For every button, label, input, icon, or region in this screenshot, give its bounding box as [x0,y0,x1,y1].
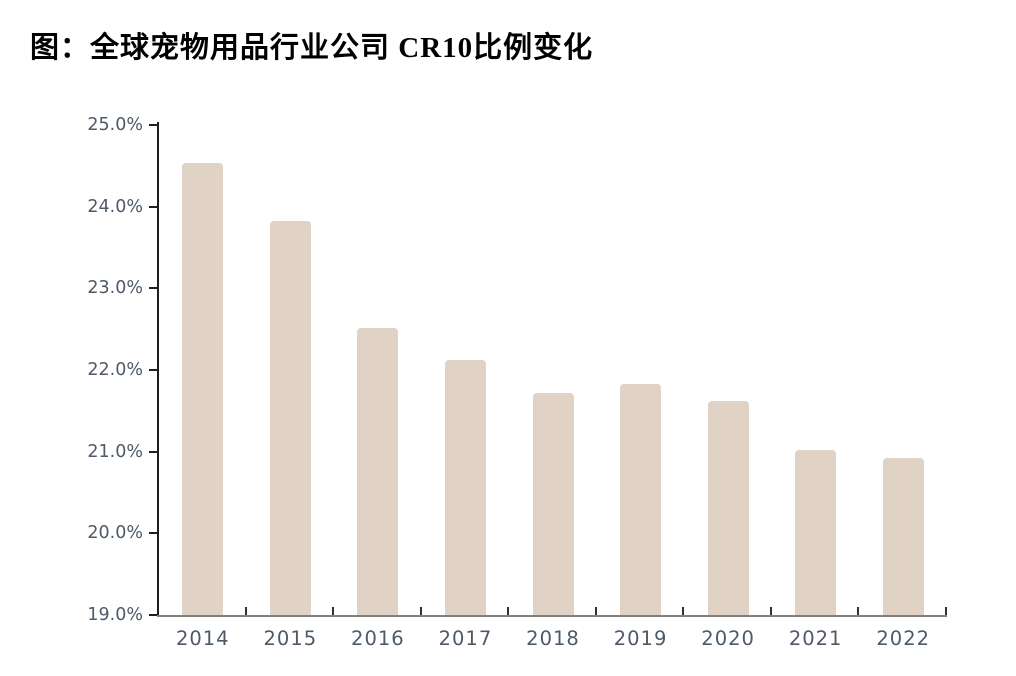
bar-2020 [707,401,749,615]
bar-chart: 25.0% 24.0% 23.0% 22.0% 21.0% 20.0% 19.0% 2014 2… [87,115,947,650]
x-axis-tick [857,607,860,615]
y-axis-tick [149,450,157,453]
chart-title: 图：全球宠物用品行业公司 CR10比例变化 [30,32,594,64]
bar-2015 [269,220,311,615]
bar-2017 [444,360,486,615]
x-axis-tick [507,607,510,615]
y-axis-tick [149,369,157,371]
y-axis-tick-label: 22.0% [87,360,143,380]
bar-2018 [532,392,574,615]
y-axis-tick-label: 20.0% [87,523,143,544]
bar-2022 [882,458,924,615]
y-axis-tick [149,532,157,535]
x-axis-label-2020: 2020 [701,627,755,650]
x-axis-tick [419,607,422,615]
x-axis-label-2019: 2019 [613,627,668,650]
x-axis-label-2022: 2022 [876,627,931,650]
x-axis-tick [945,607,947,615]
y-axis-tick-label: 19.0% [87,605,143,625]
y-axis-line [157,122,159,617]
y-axis-tick [149,287,157,290]
y-axis-tick [149,124,157,126]
x-axis-label-2014: 2014 [175,627,230,650]
x-axis-label-2016: 2016 [351,627,405,650]
y-axis-tick-label: 25.0% [87,115,143,135]
x-axis-tick [332,607,335,615]
x-axis-tick [769,607,772,615]
x-axis-label-2017: 2017 [438,627,493,650]
y-axis-tick-label: 24.0% [87,196,143,217]
x-axis-tick [682,607,685,615]
y-axis-tick-label: 23.0% [87,278,143,299]
x-axis-label-2015: 2015 [263,627,318,650]
x-axis-label-2018: 2018 [526,627,580,650]
x-axis-label-2021: 2021 [788,627,843,650]
y-axis-tick [149,205,157,208]
bar-2014 [182,163,224,615]
bar-2016 [357,327,399,615]
bar-2021 [795,450,837,615]
x-axis-tick [244,607,247,615]
bar-2019 [620,383,662,615]
y-axis-tick-label: 21.0% [87,441,143,462]
y-axis-tick [149,614,157,616]
x-axis-line [157,615,947,617]
x-axis-tick [594,607,597,615]
